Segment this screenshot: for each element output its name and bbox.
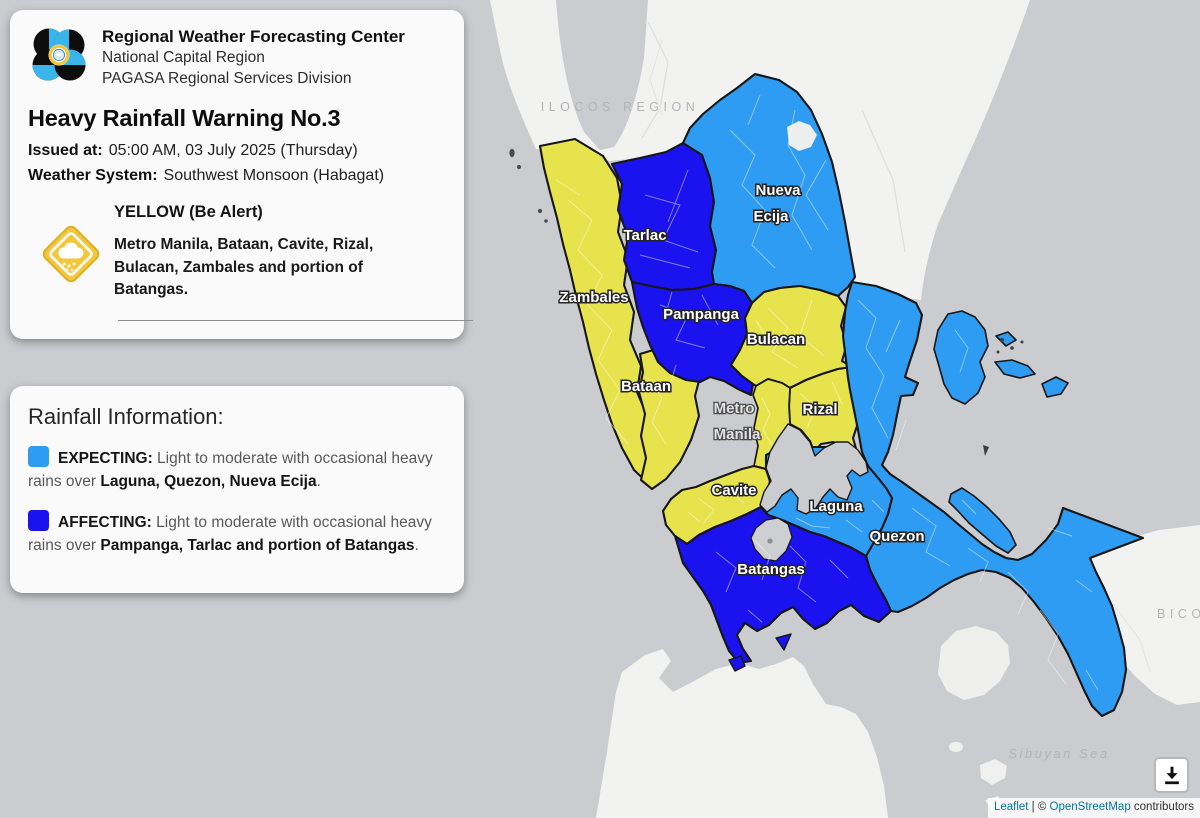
issued-at-value: 05:00 AM, 03 July 2025 (Thursday) [108,142,358,160]
province-tarlac[interactable] [610,141,718,292]
label-metro-manila-1: Metro [714,400,755,417]
divider [118,319,473,321]
weather-system-line: Weather System: Southwest Monsoon (Habaga… [28,167,446,185]
label-bulacan: Bulacan [747,331,805,348]
org-header: Regional Weather Forecasting Center Nati… [28,24,446,89]
legend-affecting: AFFECTING: Light to moderate with occasi… [28,509,446,558]
region-label-bicol: BICOL REGION [1157,607,1200,621]
expecting-color-swatch [28,446,49,467]
map-attribution: Leaflet | © OpenStreetMap contributors [987,798,1200,818]
marinduque-island [938,626,1010,700]
org-line-3: PAGASA Regional Services Division [102,69,352,87]
label-bataan: Bataan [621,378,671,395]
weather-system-value: Southwest Monsoon (Habagat) [163,167,385,185]
sea-label-sibuyan: Sibuyan Sea [1008,746,1109,761]
label-metro-manila-2: Manila [714,426,761,443]
small-islets [509,148,548,223]
label-quezon: Quezon [870,528,925,545]
laguna-de-bay [759,423,869,515]
verde-island[interactable] [775,633,792,651]
label-pampanga: Pampanga [663,306,740,323]
affecting-tail: . [414,536,419,554]
yellow-warning-block: YELLOW (Be Alert) Metro Manila, Bataan, … [28,201,446,301]
page-title: Heavy Rainfall Warning No.3 [28,105,341,132]
pantabangan-lake [787,121,817,151]
legend-expecting: EXPECTING: Light to moderate with occasi… [28,446,446,494]
expecting-areas: Laguna, Quezon, Nueva Ecija [100,473,317,491]
warning-areas: Metro Manila, Bataan, Cavite, Rizal, Bul… [114,236,374,299]
alabat-island [948,487,1017,554]
luzon-north-land [490,0,1030,300]
polillo-islands[interactable] [933,310,1069,554]
municipal-boundaries [555,94,1099,691]
leaflet-link[interactable]: Leaflet [993,801,1029,814]
affecting-text: Light to moderate with occasional heavy … [28,513,432,554]
download-icon [1164,766,1179,785]
label-batangas: Batangas [737,561,805,578]
issued-at-line: Issued at: 05:00 AM, 03 July 2025 (Thursd… [28,142,446,160]
region-label-ilocos: ILOCOS REGION [541,100,700,114]
affecting-label: AFFECTING: [58,513,152,531]
tiny-islets [983,338,1024,456]
openstreetmap-link[interactable]: OpenStreetMap [1049,801,1131,814]
label-nueva-ecija-1: Nueva [755,182,801,199]
label-laguna: Laguna [809,498,863,515]
map-labels: ILOCOS REGION BICOL REGION Sibuyan Sea T… [541,100,1200,761]
warning-panel: Regional Weather Forecasting Center Nati… [10,10,473,339]
bicol-land [1072,525,1200,705]
mindoro-island [596,649,888,818]
label-zambales: Zambales [559,289,628,306]
affecting-color-swatch [28,509,49,531]
label-tarlac: Tarlac [623,227,666,244]
warning-provinces [538,72,1145,718]
label-rizal: Rizal [802,401,837,418]
expecting-label: EXPECTING: [58,450,153,467]
download-button[interactable] [1154,757,1189,793]
rainfall-info-title: Rainfall Information: [28,404,224,429]
province-batangas[interactable] [673,505,893,665]
attribution-suffix: contributors [1130,801,1194,814]
expecting-tail: . [316,473,321,491]
org-line-1: Regional Weather Forecasting Center [102,27,405,46]
affecting-areas: Pampanga, Tarlac and portion of Batangas [100,536,415,554]
org-line-2: National Capital Region [102,49,265,67]
rainfall-warning-diamond-icon [42,226,100,283]
label-cavite: Cavite [711,482,756,499]
expecting-text: Light to moderate with occasional heavy … [28,450,433,491]
weather-system-label: Weather System: [28,167,158,185]
attribution-separator: | © [1028,801,1050,814]
label-nueva-ecija-2: Ecija [753,208,789,225]
warning-level: YELLOW (Be Alert) [114,203,263,222]
issued-at-label: Issued at: [28,142,103,160]
pagasa-dost-logo [32,28,86,81]
rainfall-info-panel: Rainfall Information: EXPECTING: Light t… [10,386,464,593]
